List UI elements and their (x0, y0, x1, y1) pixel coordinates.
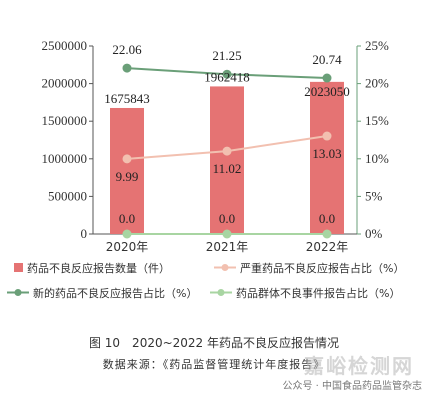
severe-ratio-point (122, 154, 132, 164)
x-tick-label: 2022年 (306, 240, 349, 254)
figure-source: 数据来源：《药品监督管理统计年度报告》 (102, 358, 326, 371)
new-ratio-label: 21.25 (212, 48, 241, 63)
new-ratio-label: 20.74 (312, 52, 342, 67)
new-ratio-point (322, 73, 332, 83)
bar-value-label: 1962418 (204, 69, 250, 84)
left-tick-label: 2000000 (42, 76, 88, 91)
left-tick-label: 1000000 (42, 151, 88, 166)
new-ratio-label: 22.06 (112, 42, 142, 57)
right-tick-label: 0% (365, 226, 383, 241)
severe-ratio-point (222, 146, 232, 156)
x-tick-label: 2020年 (106, 240, 149, 254)
group-ratio-label: 0.0 (319, 211, 335, 226)
bar (210, 86, 244, 234)
group-ratio-label: 0.0 (119, 211, 135, 226)
bar-value-label: 1675843 (104, 91, 150, 106)
bar (110, 107, 144, 234)
legend-label-severe: 严重药品不良反应报告占比（%） (240, 261, 404, 275)
right-tick-label: 10% (365, 151, 389, 166)
watermark-account: 公众号 · 中国食品药品监管杂志 (282, 381, 422, 392)
legend-marker-group (217, 289, 225, 296)
new-ratio-point (122, 63, 132, 73)
legend-label-new: 新的药品不良反应报告占比（%） (33, 286, 197, 300)
right-tick-label: 5% (365, 188, 383, 203)
legend-marker-new (14, 289, 22, 296)
right-tick-label: 25% (365, 38, 389, 53)
chart: 0 500000 1000000 1500000 2000000 2500000 0% 5% 1… (7, 38, 404, 300)
x-tick-label: 2021年 (206, 240, 249, 254)
group-ratio-point (322, 229, 332, 239)
group-ratio-label: 0.0 (219, 211, 235, 226)
legend-marker-severe (221, 264, 229, 271)
group-ratio-point (122, 229, 132, 239)
figure-caption: 图 10 2020~2022 年药品不良反应报告情况 (88, 336, 340, 350)
bar (310, 81, 344, 234)
watermark-logo-text: 嘉峪检测网 (304, 354, 414, 378)
severe-ratio-label: 13.03 (312, 146, 341, 161)
severe-ratio-label: 11.02 (213, 161, 242, 176)
right-tick-label: 15% (365, 113, 389, 128)
severe-ratio-point (322, 131, 332, 141)
legend-label-bar: 药品不良反应报告数量（件） (27, 261, 170, 275)
right-tick-label: 20% (365, 76, 389, 91)
left-tick-label: 500000 (48, 188, 87, 203)
legend-swatch-bar (14, 263, 23, 272)
legend-label-group: 药品群体不良事件报告占比（%） (236, 286, 400, 300)
group-ratio-point (222, 229, 232, 239)
left-tick-label: 0 (81, 226, 88, 241)
new-ratio-point (222, 69, 232, 79)
severe-ratio-label: 9.99 (116, 169, 139, 184)
left-tick-label: 2500000 (42, 38, 88, 53)
left-tick-label: 1500000 (42, 113, 88, 128)
bar-value-label: 2023050 (304, 84, 350, 99)
